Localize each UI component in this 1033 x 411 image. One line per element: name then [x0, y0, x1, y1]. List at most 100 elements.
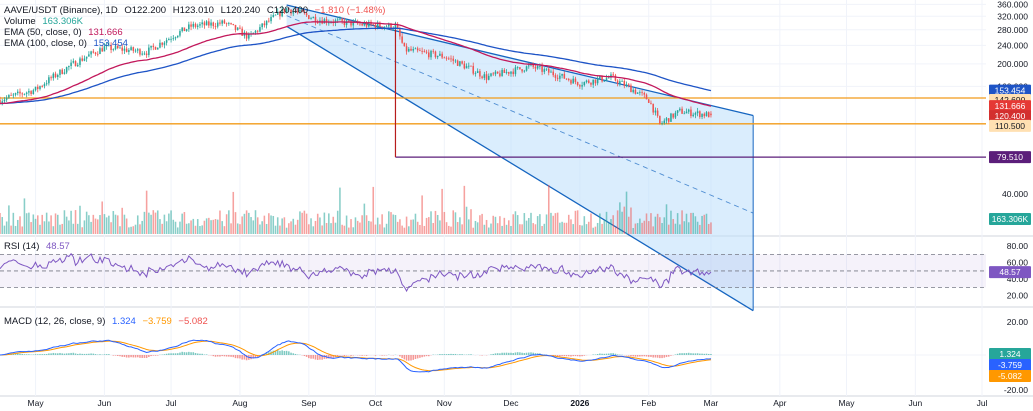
volume-bar	[336, 210, 339, 234]
volume-bar	[674, 223, 677, 234]
volume-bar	[332, 216, 335, 234]
candle-body	[699, 111, 701, 118]
candle-body	[665, 118, 668, 121]
candle-body	[405, 46, 408, 52]
volume-bar	[399, 219, 401, 234]
macd-hist-bar	[448, 354, 450, 355]
candle-body	[505, 71, 508, 73]
candle-body	[525, 66, 528, 71]
candle-body	[179, 31, 181, 36]
volume-bar	[16, 219, 19, 234]
macd-hist-bar	[190, 352, 192, 355]
macd-axis-label: 20.00	[1007, 317, 1029, 327]
candle-body	[445, 57, 448, 59]
candle-body	[443, 57, 446, 59]
volume-bar	[368, 220, 370, 234]
macd-hist-bar	[594, 354, 597, 355]
volume-bar	[205, 218, 208, 234]
volume-bar	[194, 225, 197, 234]
macd-hist-legend-value: −5.082	[178, 316, 208, 327]
channel-fill	[286, 4, 754, 311]
volume-bar	[388, 211, 390, 234]
badge-last-price: 120.400	[995, 111, 1026, 121]
volume-bar	[12, 212, 15, 234]
time-axis-label: Mar	[704, 398, 719, 408]
volume-bar	[114, 214, 117, 234]
candle-body	[310, 18, 312, 20]
macd-signal-line	[0, 340, 712, 372]
macd-hist-bar	[579, 355, 581, 357]
candle-body	[143, 53, 146, 55]
candle-body	[556, 77, 559, 79]
volume-bar	[239, 224, 241, 234]
candle-body	[23, 93, 26, 95]
volume-bar	[212, 219, 215, 234]
volume-bar	[25, 213, 28, 234]
volume-bar	[699, 224, 701, 234]
macd-hist-bar	[63, 353, 66, 355]
volume-bar	[705, 213, 708, 234]
candle-body	[223, 20, 226, 24]
candle-body	[30, 91, 32, 95]
candle-body	[416, 48, 419, 51]
volume-bar	[481, 213, 483, 234]
macd-hist-bar	[114, 355, 117, 356]
macd-hist-bar	[65, 353, 68, 355]
macd-hist-bar	[399, 355, 401, 357]
volume-bar	[259, 224, 261, 234]
candle-body	[687, 109, 690, 112]
candle-body	[212, 22, 215, 27]
volume-bar	[432, 223, 435, 234]
candle-body	[543, 69, 546, 72]
volume-axis-label: 40.000	[1002, 189, 1028, 199]
volume-bar	[59, 224, 61, 234]
candle-body	[587, 80, 590, 83]
candle-body	[183, 27, 186, 32]
candle-body	[112, 49, 115, 51]
macd-hist-bar	[461, 354, 463, 355]
macd-hist-bar	[496, 353, 499, 355]
volume-bar	[514, 211, 517, 234]
candle-body	[565, 78, 568, 80]
volume-bar	[90, 221, 92, 234]
macd-hist-bar	[574, 355, 577, 357]
volume-bar	[385, 223, 388, 234]
volume-bar	[623, 206, 626, 234]
macd-hist-bar	[705, 353, 708, 355]
candle-body	[219, 22, 221, 24]
candle-body	[114, 45, 117, 50]
volume-bar	[687, 222, 690, 234]
volume-bar	[45, 212, 48, 234]
volume-bar	[459, 217, 461, 234]
candle-body	[336, 19, 339, 21]
candle-body	[52, 73, 55, 79]
macd-hist-bar	[567, 355, 570, 357]
volume-bar	[667, 224, 670, 234]
candle-body	[436, 55, 439, 58]
macd-hist-bar	[583, 355, 586, 356]
rsi-line	[0, 252, 712, 293]
volume-bar	[270, 215, 272, 234]
macd-hist-bar	[374, 355, 377, 356]
volume-bar	[376, 217, 379, 234]
volume-bar	[252, 220, 255, 234]
volume-bar	[448, 225, 450, 234]
candle-body	[3, 99, 6, 102]
macd-hist-bar	[610, 353, 612, 355]
candle-body	[503, 69, 506, 73]
volume-bar	[214, 219, 217, 234]
candle-body	[272, 15, 275, 17]
volume-bar	[676, 213, 679, 234]
candle-body	[352, 21, 355, 26]
badge-macd-signal-bg	[989, 359, 1031, 371]
volume-bar	[354, 217, 357, 234]
macd-hist-bar	[559, 355, 561, 357]
macd-hist-bar	[163, 354, 166, 355]
candle-body	[461, 61, 463, 64]
volume-bar	[179, 221, 181, 234]
volume-bar	[183, 212, 186, 234]
macd-hist-bar	[225, 355, 228, 357]
candle-body	[667, 118, 670, 122]
macd-hist-bar	[85, 353, 88, 355]
